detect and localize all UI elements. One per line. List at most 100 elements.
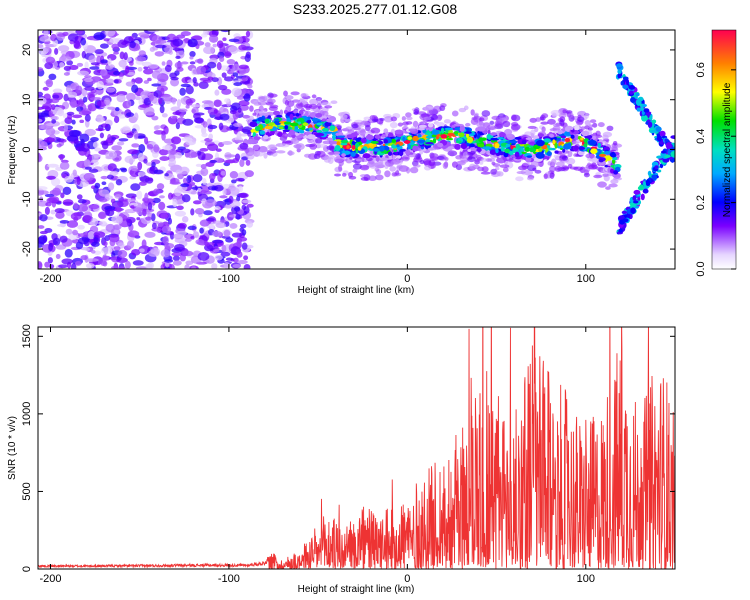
x-tick-label: -200 [39, 273, 61, 285]
spectrogram-cell [554, 150, 559, 154]
spectrogram-cell [373, 157, 377, 162]
spectrogram-cell [196, 66, 201, 75]
spectrogram-cell [447, 132, 455, 137]
spectrogram-cell [442, 162, 449, 170]
spectrogram-cell [249, 121, 258, 128]
spectrogram-cell [579, 128, 583, 133]
spectrogram-cell [338, 164, 343, 172]
spectrogram-cell [171, 97, 177, 105]
spectrogram-cell [174, 210, 187, 217]
spectrogram-cell [229, 109, 237, 115]
spectrogram-cell [236, 239, 242, 248]
spectrogram-cell [432, 138, 437, 144]
spectrogram-cell [216, 40, 224, 49]
spectrogram-cell [109, 170, 119, 176]
spectrogram-cell [52, 94, 60, 99]
spectrogram-cell [263, 152, 268, 159]
spectrogram-cell [231, 102, 241, 111]
spectrogram-cell [255, 98, 264, 102]
spectrogram-cell [368, 175, 377, 182]
spectrogram-cell [109, 239, 116, 247]
spectrogram-cell [253, 136, 261, 141]
spectrogram-cell [69, 99, 77, 109]
spectrogram-cell [172, 111, 182, 116]
spectrogram-cell [309, 98, 318, 105]
spectrogram-cell [38, 44, 44, 49]
spectrogram-cell [201, 132, 208, 138]
spectrogram-cell [43, 30, 49, 37]
spectrogram-cell [535, 117, 542, 122]
spectrogram-cell [363, 116, 372, 120]
spectrogram-cell [111, 266, 118, 269]
spectrogram-cell [104, 205, 116, 211]
spectrogram-cell [564, 137, 571, 143]
spectrogram-cell [77, 233, 89, 238]
spectrogram-cell [141, 239, 147, 249]
spectrogram-cell [130, 205, 135, 209]
spectrogram-cell [499, 131, 506, 138]
spectrogram-cell [561, 155, 569, 161]
spectrogram-cell [413, 109, 419, 115]
spectrogram-cell [315, 112, 323, 118]
spectrogram-cell [350, 132, 358, 138]
spectrogram-cell [423, 165, 432, 171]
spectrogram-cell [647, 170, 652, 176]
spectrogram-cell [458, 132, 465, 138]
spectrogram-cell [587, 139, 597, 146]
spectrogram-cell [241, 199, 252, 204]
spectrogram-cell [654, 165, 659, 170]
spectrogram-cell [642, 180, 646, 187]
spectrogram-cell [153, 144, 160, 153]
spectrogram-cell [138, 50, 146, 57]
spectrogram-cell [144, 136, 149, 145]
spectrogram-cell [176, 66, 184, 72]
spectrogram-cell [44, 261, 50, 268]
x-tick-label: -200 [39, 573, 61, 585]
spectrogram-cell [266, 149, 277, 154]
spectrogram-cell [558, 113, 567, 118]
spectrogram-cell [68, 64, 79, 71]
spectrogram-cell [645, 179, 651, 187]
spectrogram-cell [482, 146, 492, 150]
spectrogram-cell [114, 194, 122, 199]
y-tick-label: -10 [21, 191, 33, 207]
spectrogram-cell [322, 140, 333, 145]
spectrogram-cell [405, 149, 411, 155]
spectrogram-cell [621, 210, 628, 214]
spectrogram-cell [577, 114, 582, 119]
spectrogram-cell [391, 172, 398, 177]
spectrogram-cell [62, 31, 69, 37]
spectrogram-cell [86, 258, 99, 262]
spectrogram-cell [402, 136, 406, 142]
spectrogram-cell [492, 163, 501, 167]
spectrogram-cell [79, 119, 85, 124]
spectrogram-cell [241, 76, 248, 82]
spectrogram-cell [375, 155, 380, 162]
spectrogram-cell [125, 65, 130, 74]
spectrogram-cell [175, 55, 181, 60]
spectrogram-cell [99, 132, 104, 139]
spectrogram-cell [38, 140, 45, 148]
spectrogram-cell [369, 115, 376, 120]
y-tick-label: 0 [21, 566, 33, 572]
spectrogram-cell [57, 45, 70, 52]
spectrogram-cell [238, 100, 250, 107]
spectrogram-cell [152, 197, 161, 204]
spectrogram-cell [236, 251, 243, 258]
spectrogram-cell [46, 175, 56, 180]
spectrogram-cell [467, 156, 476, 163]
spectrogram-cell [429, 156, 439, 162]
spectrogram-cell [643, 108, 650, 113]
spectrogram-cell [222, 37, 227, 42]
spectrogram-cell [303, 103, 313, 109]
spectrogram-cell [476, 148, 482, 152]
spectrogram-cell [460, 142, 468, 150]
spectrogram-cell [178, 108, 188, 113]
spectrogram-cell [612, 156, 618, 161]
spectrogram-cell [137, 152, 145, 161]
spectrogram-cell [70, 263, 77, 269]
spectrogram-cell [209, 173, 216, 181]
spectrogram-cell [172, 38, 184, 47]
spectrogram-cell [527, 125, 537, 129]
